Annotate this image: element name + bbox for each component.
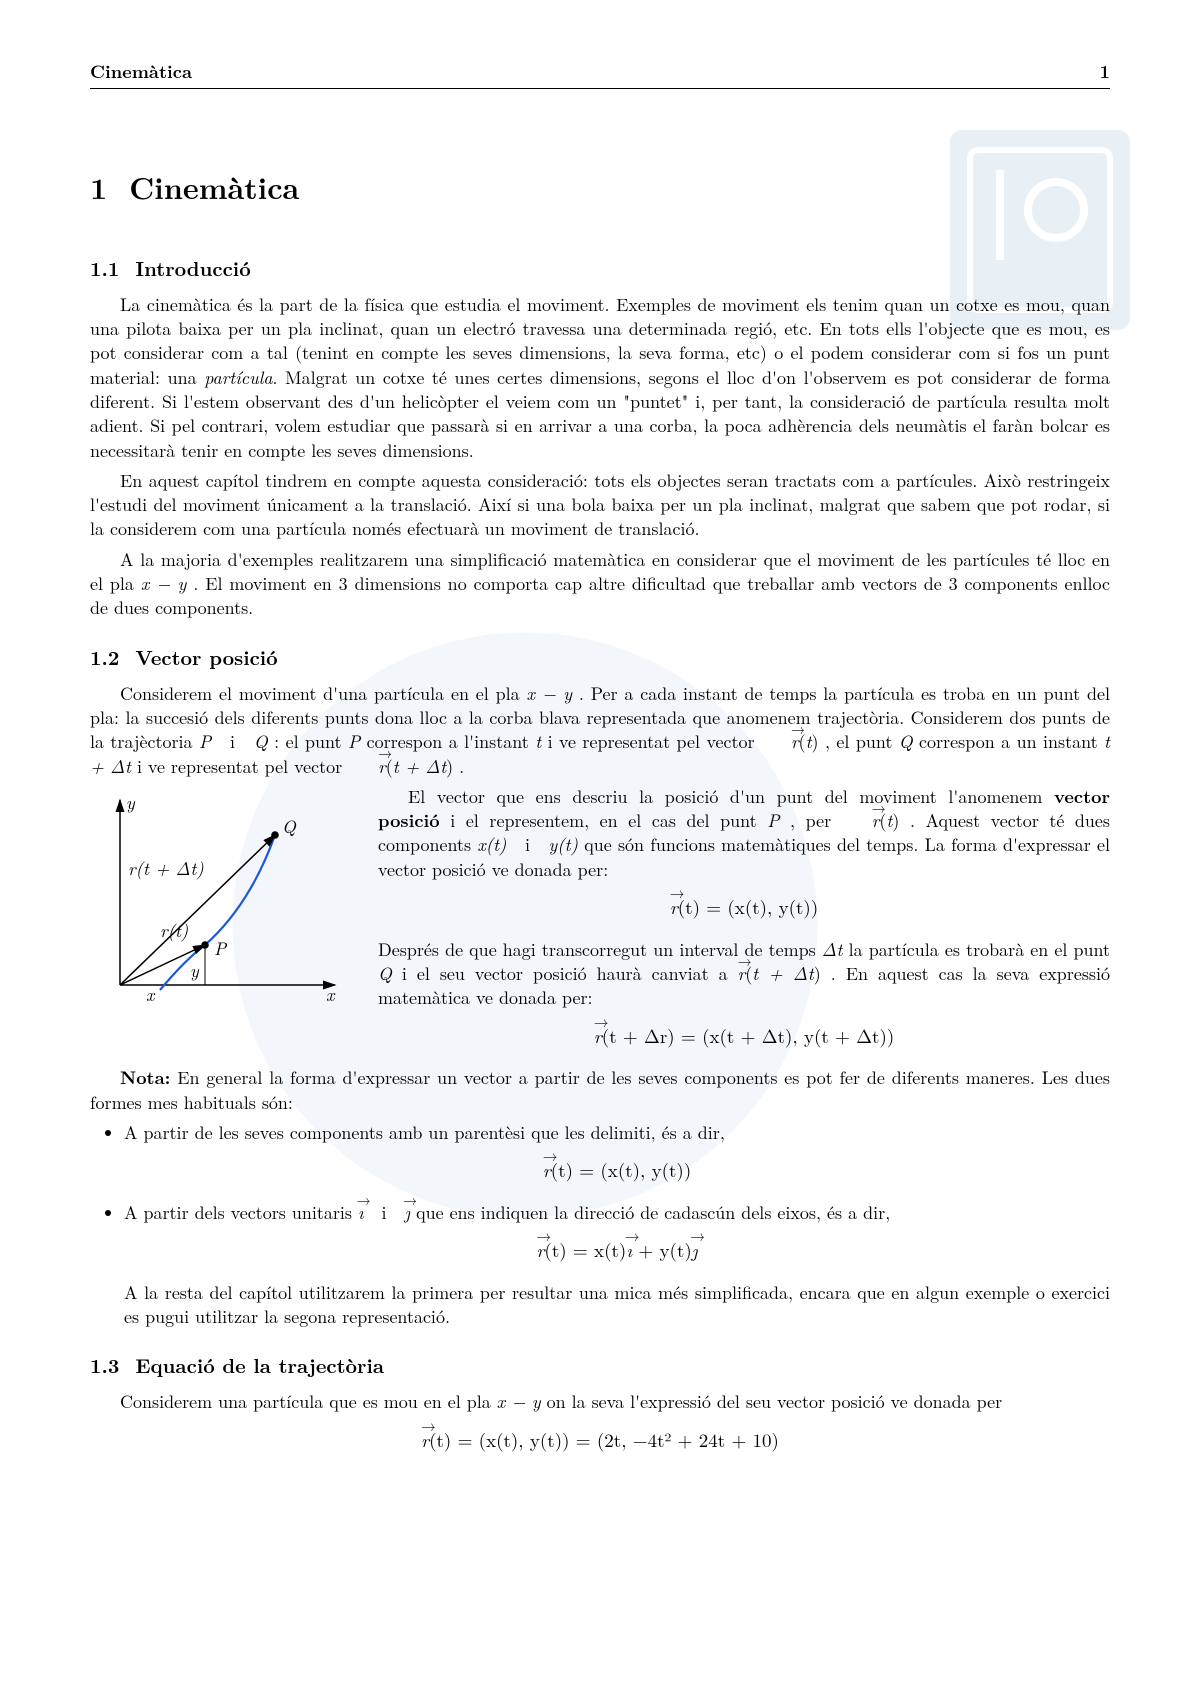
- equation-rtdt: r(t + Δr) = (x(t + Δt), y(t + Δt)): [378, 1023, 1110, 1049]
- bullet-1: A partir de les seves components amb un …: [124, 1121, 1110, 1183]
- traj-para: Considerem una partícula que es mou en e…: [90, 1390, 1110, 1414]
- figure-side-text: El vector que ens descriu la posició d'u…: [378, 785, 1110, 1066]
- trajectory-figure: y x x y P Q r⃗(t) r⃗(t + Δt): [90, 785, 350, 1066]
- subsection-1-3: 1.3 Equació de la trajectòria: [90, 1351, 1110, 1378]
- vp-para-1: Considerem el moviment d'una partícula e…: [90, 682, 1110, 779]
- subsection-1-2: 1.2 Vector posició: [90, 643, 1110, 670]
- fig-y-label: y: [126, 790, 136, 815]
- section-title: 1 Cinemàtica: [90, 167, 1110, 208]
- intro-para-1: La cinemàtica és la part de la física qu…: [90, 293, 1110, 463]
- figure-text-row: y x x y P Q r⃗(t) r⃗(t + Δt) El vector q…: [90, 785, 1110, 1066]
- equation-unitvectors: r(t) = x(t)ı + y(t)ȷ: [124, 1237, 1110, 1263]
- svg-text:P: P: [214, 936, 228, 961]
- equation-rt: r(t) = (x(t), y(t)): [378, 894, 1110, 920]
- svg-text:r⃗(t + Δt): r⃗(t + Δt): [128, 856, 204, 881]
- subsection-1-1: 1.1 Introducció: [90, 254, 1110, 281]
- bullet-list: A partir de les seves components amb un …: [90, 1121, 1110, 1329]
- subsection-text: Equació de la trajectòria: [135, 1350, 384, 1379]
- section-text: Cinemàtica: [129, 165, 299, 208]
- header-right: 1: [1100, 60, 1110, 84]
- svg-text:r⃗(t): r⃗(t): [160, 918, 188, 943]
- subsection-number: 1.2: [90, 642, 119, 671]
- intro-para-2: En aquest capítol tindrem en compte aque…: [90, 469, 1110, 542]
- subsection-text: Vector posició: [135, 642, 277, 671]
- subsection-text: Introducció: [135, 253, 250, 282]
- page-header: Cinemàtica 1: [90, 60, 1110, 89]
- bullet-2: A partir dels vectors unitaris ı i ȷ que…: [124, 1201, 1110, 1330]
- svg-text:y: y: [190, 958, 200, 983]
- header-left: Cinemàtica: [90, 60, 192, 84]
- section-number: 1: [90, 165, 107, 208]
- equation-components: r(t) = (x(t), y(t)): [124, 1157, 1110, 1183]
- svg-text:Q: Q: [282, 814, 297, 839]
- equation-trajectory: r(t) = (x(t), y(t)) = (2t, −4t² + 24t + …: [90, 1427, 1110, 1453]
- nota-para: Nota: En general la forma d'expressar un…: [90, 1066, 1110, 1115]
- subsection-number: 1.3: [90, 1350, 119, 1379]
- closing-para: A la resta del capítol utilitzarem la pr…: [124, 1281, 1110, 1330]
- intro-para-3: A la majoria d'exemples realitzarem una …: [90, 548, 1110, 621]
- subsection-number: 1.1: [90, 253, 119, 282]
